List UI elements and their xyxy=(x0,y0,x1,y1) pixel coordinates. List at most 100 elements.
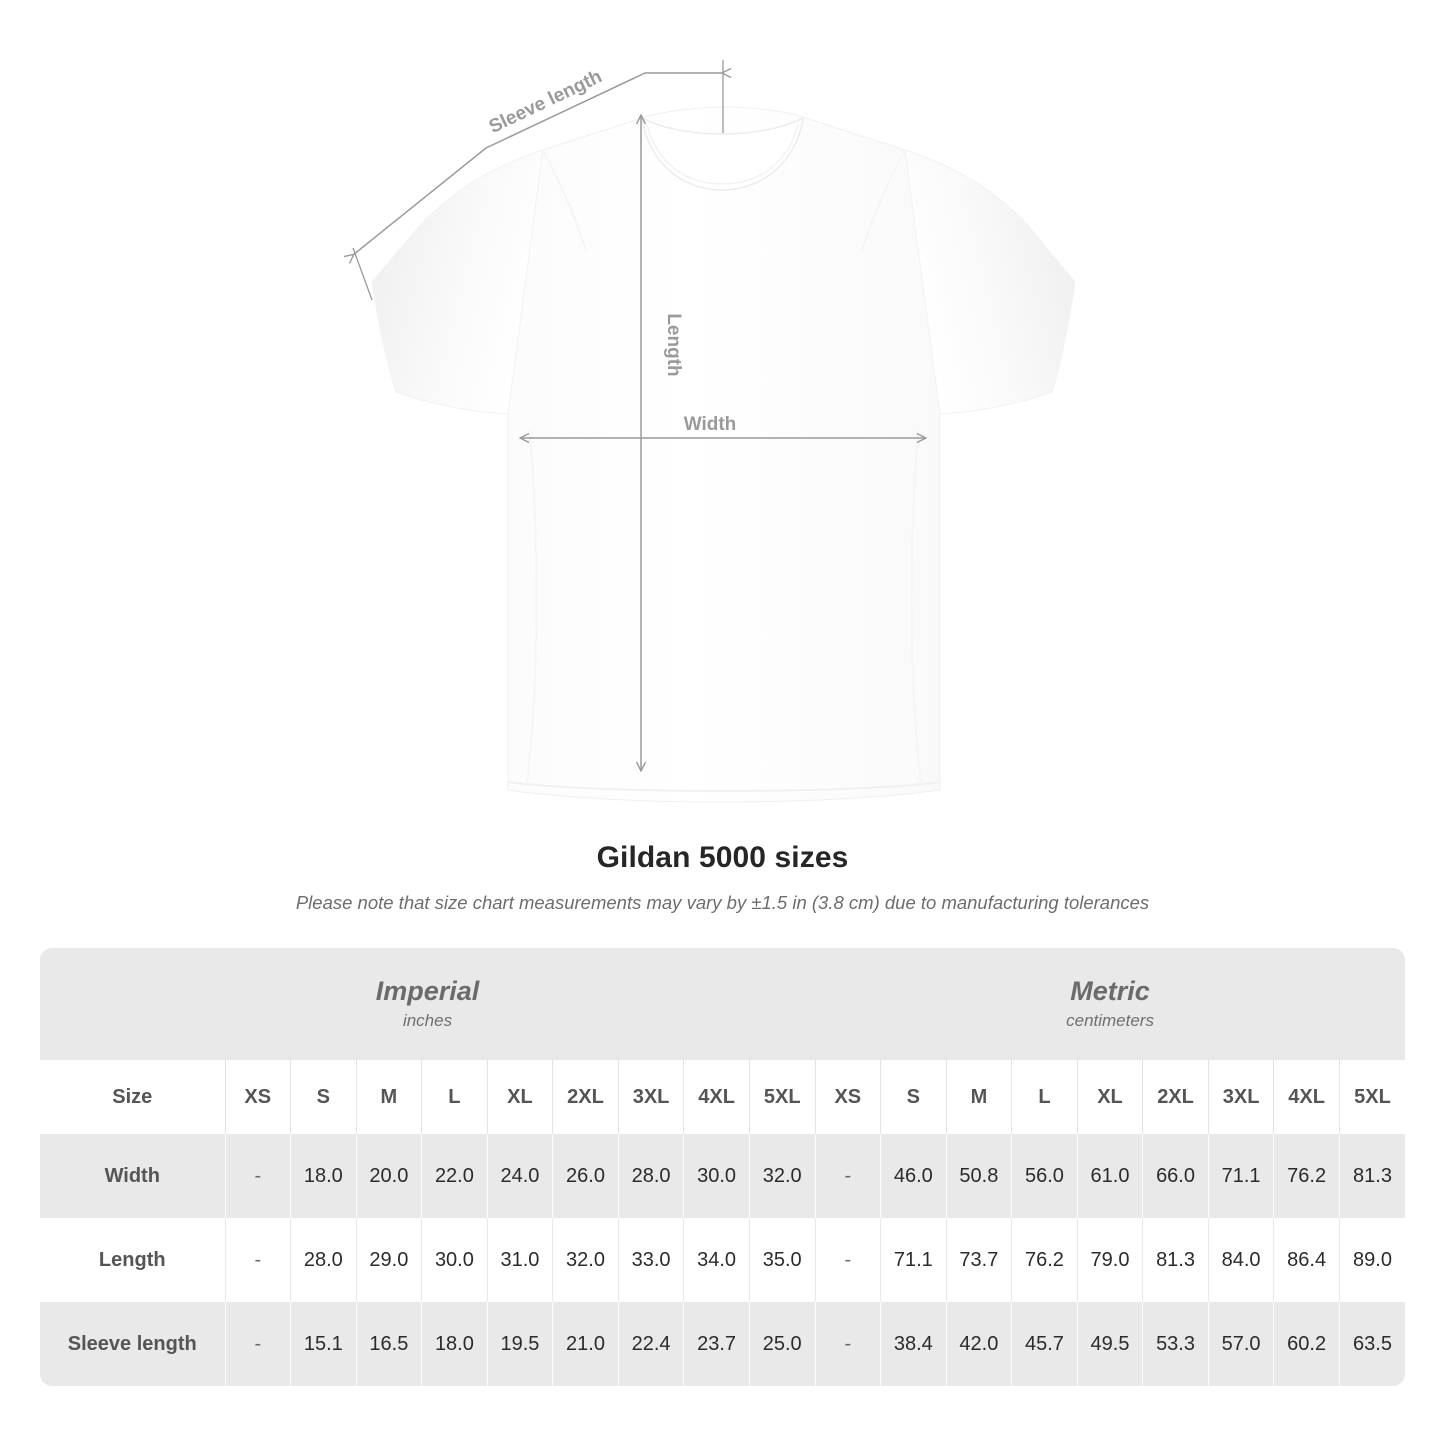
measurement-cell: 84.0 xyxy=(1207,1218,1274,1302)
length-label: Length xyxy=(663,313,684,376)
measurement-cell: 32.0 xyxy=(748,1134,816,1218)
measurement-value: 57.0 xyxy=(1221,1332,1261,1355)
measurement-value: 63.5 xyxy=(1353,1332,1392,1355)
measurement-value: 20.0 xyxy=(369,1164,409,1187)
measurement-cell: 33.0 xyxy=(617,1218,684,1302)
size-chart-table: Imperial inches Metric centimeters Size … xyxy=(40,948,1406,1386)
measurement-value: 66.0 xyxy=(1156,1164,1195,1187)
measurement-row-label: Length xyxy=(98,1248,166,1271)
shoulder-seam-right xyxy=(861,149,906,251)
measurement-cell: 25.0 xyxy=(748,1302,816,1386)
measurement-value: 60.2 xyxy=(1287,1332,1327,1355)
measurement-value: - xyxy=(844,1332,852,1355)
measurement-cell: 73.7 xyxy=(945,1218,1012,1302)
tshirt-shape xyxy=(371,106,1076,803)
measurement-value: 81.3 xyxy=(1353,1164,1392,1187)
measurement-cell: 35.0 xyxy=(748,1218,816,1302)
measurement-value: 15.1 xyxy=(303,1332,343,1355)
size-column-header-label: L xyxy=(448,1085,461,1108)
size-column-header: 5XL xyxy=(1338,1060,1406,1134)
width-dimension: Width xyxy=(521,414,925,438)
table-row: Length - 28.0 29.0 30.0 31.0 32.0 33.0 34.0 35.0 -… xyxy=(40,1218,1406,1302)
size-column-header: M xyxy=(355,1060,422,1134)
size-column-header-label: 4XL xyxy=(698,1085,735,1108)
measurement-value: 29.0 xyxy=(369,1248,409,1271)
measurement-value: 61.0 xyxy=(1090,1164,1130,1187)
width-label: Width xyxy=(684,414,737,435)
size-column-header: XL xyxy=(486,1060,553,1134)
measurement-cell: 20.0 xyxy=(355,1134,422,1218)
measurement-cell: 30.0 xyxy=(421,1218,488,1302)
size-column-header-label: M xyxy=(970,1085,988,1108)
measurement-value: 19.5 xyxy=(500,1332,540,1355)
unit-measure-imperial: inches xyxy=(402,1011,453,1030)
measurement-cell: 60.2 xyxy=(1273,1302,1340,1386)
measurement-value: 76.2 xyxy=(1287,1164,1327,1187)
measurement-value: 86.4 xyxy=(1287,1248,1327,1271)
measurement-cell: 23.7 xyxy=(683,1302,750,1386)
size-column-header: S xyxy=(290,1060,357,1134)
measurement-cell: 81.3 xyxy=(1142,1218,1209,1302)
measurement-cell: 76.2 xyxy=(1273,1134,1340,1218)
measurement-value: - xyxy=(844,1248,852,1271)
measurement-cell: 53.3 xyxy=(1142,1302,1209,1386)
measurement-value: 35.0 xyxy=(762,1248,802,1271)
table-row: Sleeve length - 15.1 16.5 18.0 19.5 21.0 22.4 23… xyxy=(40,1302,1406,1386)
measurement-cell: 71.1 xyxy=(1207,1134,1274,1218)
measurement-value: 32.0 xyxy=(566,1248,605,1271)
fold-line-left xyxy=(526,429,538,783)
size-header-row: Size XS S M L XL 2XL 3XL 4XL 5XL XS S M L XL 2XL 3XL 4XL… xyxy=(40,1060,1406,1134)
measurement-cell: 61.0 xyxy=(1076,1134,1143,1218)
measurement-value: 56.0 xyxy=(1024,1164,1064,1187)
size-column-header: 3XL xyxy=(1207,1060,1274,1134)
fold-line-right xyxy=(910,429,922,783)
measurement-cell: 76.2 xyxy=(1011,1218,1078,1302)
size-column-header: 2XL xyxy=(552,1060,619,1134)
measurement-value: 18.0 xyxy=(303,1164,343,1187)
measurement-cell: 57.0 xyxy=(1207,1302,1274,1386)
measurement-cell: 89.0 xyxy=(1338,1218,1406,1302)
measurement-value: 33.0 xyxy=(631,1248,671,1271)
measurement-cell: 86.4 xyxy=(1273,1218,1340,1302)
measurement-value: 42.0 xyxy=(959,1332,999,1355)
tolerance-note: Please note that size chart measurements… xyxy=(295,892,1150,913)
size-column-header-label: S xyxy=(316,1085,330,1108)
measurement-row-label-cell: Sleeve length xyxy=(40,1302,225,1386)
measurement-value: 89.0 xyxy=(1353,1248,1392,1271)
measurement-value: 53.3 xyxy=(1156,1332,1195,1355)
measurement-cell: 42.0 xyxy=(945,1302,1012,1386)
measurement-cell: 21.0 xyxy=(552,1302,619,1386)
size-column-header-label: 5XL xyxy=(763,1085,801,1108)
measurement-cell: 15.1 xyxy=(290,1302,357,1386)
measurement-value: 32.0 xyxy=(762,1164,802,1187)
size-column-header: L xyxy=(421,1060,488,1134)
measurement-row-label: Sleeve length xyxy=(67,1332,197,1355)
size-column-header-label: 5XL xyxy=(1354,1085,1391,1108)
measurement-cell: 19.5 xyxy=(486,1302,553,1386)
size-column-header-label: 3XL xyxy=(632,1085,670,1108)
size-column-header-label: XL xyxy=(1097,1085,1123,1108)
size-column-header-label: 2XL xyxy=(567,1085,604,1108)
measurement-cell: 22.0 xyxy=(421,1134,488,1218)
size-header-cell: Size xyxy=(40,1060,225,1134)
measurement-cell: 22.4 xyxy=(617,1302,684,1386)
page-title: Gildan 5000 sizes xyxy=(596,841,849,874)
measurement-cell: 18.0 xyxy=(421,1302,488,1386)
unit-band-row: Imperial inches Metric centimeters xyxy=(40,948,1406,1060)
measurement-value: 25.0 xyxy=(762,1332,802,1355)
measurement-cell: 30.0 xyxy=(683,1134,750,1218)
measurement-cell: 18.0 xyxy=(290,1134,357,1218)
measurement-value: - xyxy=(254,1332,262,1355)
measurement-value: 30.0 xyxy=(697,1164,737,1187)
sleeve-length-arrow xyxy=(353,73,723,255)
size-column-header: 5XL xyxy=(748,1060,816,1134)
size-column-header: 4XL xyxy=(683,1060,750,1134)
size-column-header-label: XL xyxy=(507,1085,533,1108)
measurement-value: - xyxy=(254,1164,262,1187)
measurement-cell: 24.0 xyxy=(486,1134,553,1218)
size-column-header: M xyxy=(945,1060,1012,1134)
measurement-cell: 34.0 xyxy=(683,1218,750,1302)
size-column-header: L xyxy=(1011,1060,1078,1134)
measurement-value: 49.5 xyxy=(1090,1332,1130,1355)
measurement-value: 18.0 xyxy=(434,1332,474,1355)
